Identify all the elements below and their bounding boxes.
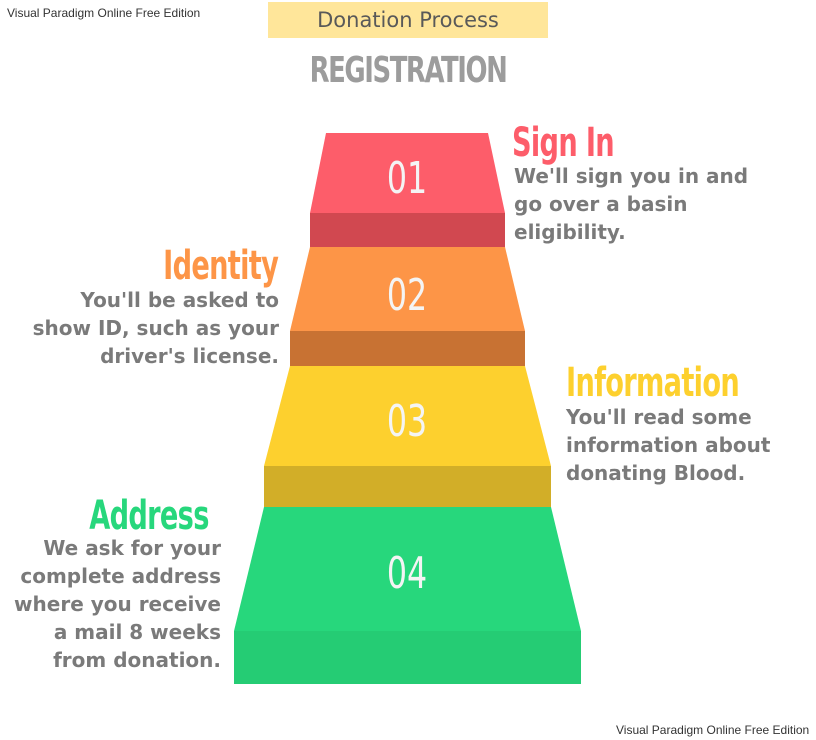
step-1-line: go over a basin: [514, 192, 688, 216]
step-4-block: 04: [234, 507, 581, 684]
step-4-heading: Address: [89, 493, 210, 539]
step-2-block: 02: [290, 247, 525, 366]
step-3-heading: Information: [566, 360, 740, 406]
step-2-heading: Identity: [162, 243, 279, 289]
step-4-top-face: [234, 507, 581, 631]
step-4-line: where you receive: [14, 592, 221, 616]
step-2-number: 02: [387, 270, 427, 322]
diagram-title: Donation Process: [268, 2, 548, 38]
step-4-line: a mail 8 weeks: [53, 620, 221, 644]
step-1-block: 01: [310, 133, 505, 247]
step-1-heading: Sign In: [512, 120, 615, 166]
step-4-description: We ask for your complete address where y…: [14, 534, 221, 674]
step-1-top-face: [310, 133, 505, 213]
step-3-line: information about: [566, 433, 771, 457]
watermark-bottom: Visual Paradigm Online Free Edition: [616, 723, 810, 737]
step-2-line: You'll be asked to: [80, 288, 279, 312]
step-3-line: donating Blood.: [566, 461, 746, 485]
step-3-description: You'll read some information about donat…: [566, 403, 770, 487]
diagram-subtitle: REGISTRATION: [309, 50, 508, 91]
watermark-top: Visual Paradigm Online Free Edition: [7, 6, 201, 20]
step-2-top-face: [290, 247, 525, 331]
step-3-line: You'll read some: [566, 405, 752, 429]
step-4-number: 04: [387, 548, 427, 600]
step-2-description: You'll be asked to show ID, such as your…: [33, 286, 279, 370]
step-4-line: complete address: [20, 564, 221, 588]
step-3-top-face: [264, 366, 551, 466]
step-2-front-face: [290, 331, 525, 366]
step-3-block: 03: [264, 366, 551, 507]
step-3-front-face: [264, 466, 551, 507]
step-4-line: We ask for your: [43, 536, 221, 560]
step-1-line: We'll sign you in and: [514, 164, 749, 188]
step-2-line: show ID, such as your: [32, 316, 279, 340]
step-4-line: from donation.: [53, 648, 221, 672]
step-3-number: 03: [387, 396, 427, 448]
step-1-number: 01: [387, 153, 427, 205]
step-4-front-face: [234, 631, 581, 684]
step-2-line: driver's license.: [100, 344, 279, 368]
step-1-front-face: [310, 213, 505, 247]
step-1-description: We'll sign you in and go over a basin el…: [514, 162, 748, 246]
step-1-line: eligibility.: [514, 220, 626, 244]
